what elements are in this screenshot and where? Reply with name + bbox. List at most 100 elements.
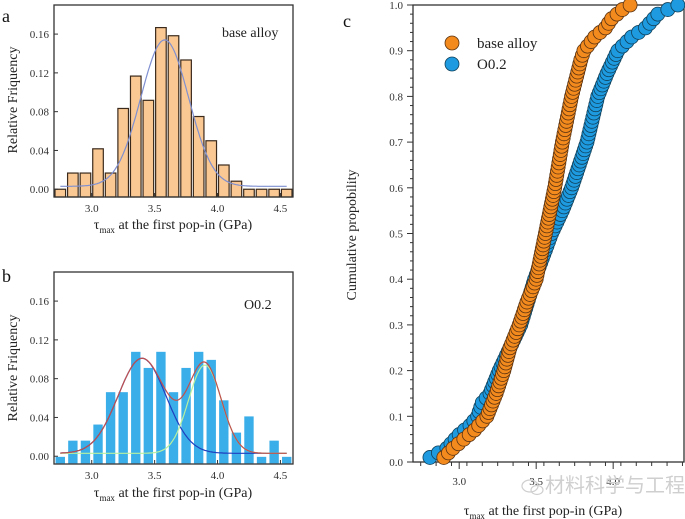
y-tick-label: 1.0 [389,0,403,12]
legend: base alloy O0.2 [444,35,538,73]
histogram-bar [205,358,218,465]
histogram-bars [54,26,293,198]
cumulative-fit [60,357,287,454]
x-axis-title: τmax at the first pop-in (GPa) [464,504,623,519]
y-tick-labels: 0.00 0.04 0.08 0.12 0.16 [30,296,50,463]
x-tick-label: 4.5 [274,470,288,482]
y-tick-label: 0.7 [389,137,403,149]
y-axis-title: Relative Friquency [6,47,21,154]
series-label: base alloy [222,26,278,41]
histogram-bar [155,26,167,198]
legend-label-o02: O0.2 [477,57,507,73]
histogram-bar [217,164,230,198]
y-tick-labels: 0.0 0.1 0.2 0.3 0.4 0.5 0.6 0.7 0.8 0.9 1.0 [389,0,403,469]
y-tick-label: 0.08 [30,374,50,386]
histogram-bar [280,455,293,465]
x-tick-label: 4.0 [606,476,620,488]
x-tick-label: 4.0 [211,470,225,482]
panel-c-cdf: c 0.0 0.1 0.2 0.3 0.4 0.5 0.6 0.7 0.8 0.9 1.0 3.0 3… [343,0,685,519]
fit-curves [60,39,287,187]
scatter-points [422,0,685,465]
series-o0-2 [422,0,685,465]
axes-frame [53,4,294,198]
panel-letter-c: c [343,11,351,31]
x-tick-labels: 3.0 3.5 4.0 [452,476,620,488]
y-axis-title: Cumulative propobility [345,169,360,300]
histogram-bar [155,350,167,465]
y-tick-label: 0.16 [30,29,50,41]
fit-curves [60,357,287,454]
histogram-bar [268,188,281,198]
legend-marker-o02 [444,56,460,72]
plot-frame [53,4,294,198]
histogram-bar [167,390,180,465]
y-tick-label: 0.04 [30,145,50,157]
histogram-bar [54,188,67,198]
y-tick-label: 0.5 [389,229,403,241]
y-tick-labels: 0.00 0.04 0.08 0.12 0.16 [30,29,50,196]
y-tick-label: 0.00 [30,184,50,196]
y-tick-label: 0.8 [389,91,403,103]
histogram-bar [205,140,218,198]
y-tick-label: 0.4 [389,274,403,286]
x-tick-label: 4.0 [211,203,225,215]
x-tick-label: 3.0 [85,470,99,482]
y-tick-label: 0.16 [30,296,50,308]
y-tick-label: 0.04 [30,412,50,424]
histogram-bar [268,439,281,465]
histogram-bar [54,455,67,465]
histogram-bar [280,188,293,198]
histogram-bar [104,172,117,198]
panel-letter-a: a [2,6,10,26]
legend-label-base-alloy: base alloy [477,36,538,52]
panel-letter-b: b [2,266,11,286]
panel-a-histogram: a 0.00 0.04 0.08 0.12 0.16 3.0 3.5 4.0 4.5 base… [2,4,294,235]
y-tick-label: 0.12 [30,68,49,80]
y-tick-label: 0.1 [389,411,403,423]
y-tick-label: 0.00 [30,451,50,463]
histogram-bar [255,188,268,198]
legend-marker-base-alloy [444,35,460,51]
x-tick-label: 4.5 [274,203,288,215]
histogram-bar [92,148,104,198]
y-tick-label: 0.6 [389,183,403,195]
histogram-bar [129,350,142,465]
histogram-bar [192,115,205,198]
watermark-text: 材料科学与工程 [545,473,685,497]
data-point [670,0,685,13]
y-tick-label: 0.12 [30,335,49,347]
x-tick-label: 3.0 [452,476,466,488]
axes-frame [407,4,685,469]
gaussian-fit [60,39,287,187]
y-tick-label: 0.3 [389,320,403,332]
x-tick-label: 3.5 [148,203,162,215]
histogram-bar [142,366,155,465]
data-point [622,0,638,13]
x-tick-label: 3.0 [85,203,99,215]
y-tick-label: 0.0 [389,457,403,469]
histogram-bar [129,75,142,198]
x-tick-labels: 3.0 3.5 4.0 4.5 [85,203,288,215]
histogram-bars [54,350,293,465]
y-tick-label: 0.08 [30,107,50,119]
y-tick-label: 0.9 [389,46,403,58]
histogram-bar [243,415,255,465]
axes-frame [53,271,294,465]
series-label: O0.2 [244,298,272,313]
histogram-bar [243,188,255,198]
histogram-bar [230,431,243,465]
histogram-bar [255,455,268,465]
histogram-bar [79,439,92,465]
x-axis-title: τmax at the first pop-in (GPa) [94,486,253,503]
series-base-alloy [436,0,638,465]
y-tick-label: 0.2 [389,366,403,378]
histogram-bar [180,59,192,198]
histogram-bar [66,172,79,198]
panel-b-histogram: b 0.00 0.04 0.08 0.12 0.16 3.0 3.5 4.0 4.5 O0.2… [2,266,294,503]
watermark-icon [521,479,544,496]
histogram-bar [142,99,155,198]
plot-frame [53,271,294,465]
y-axis-title: Relative Friquency [6,315,21,422]
x-tick-labels: 3.0 3.5 4.0 4.5 [85,470,288,482]
